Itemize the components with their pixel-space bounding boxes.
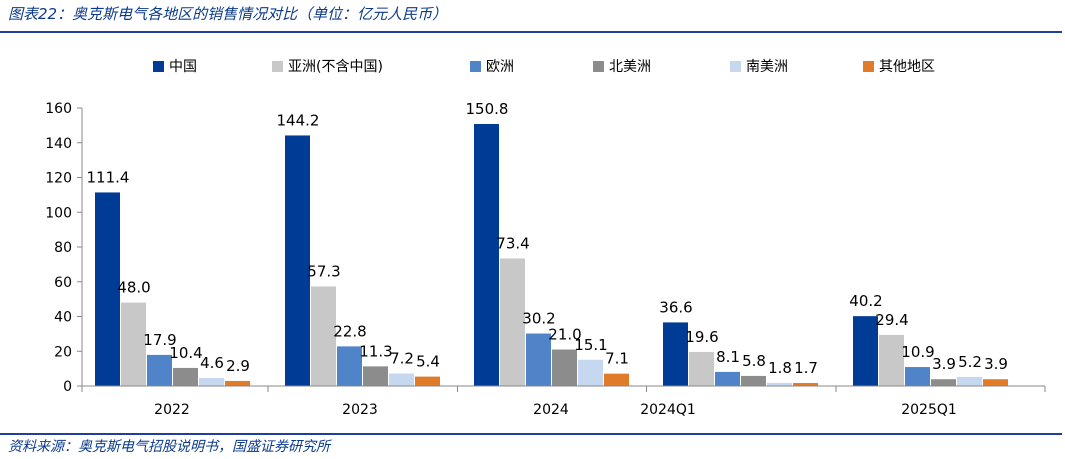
bar (689, 351, 714, 386)
bar (983, 379, 1008, 386)
y-tick-label: 140 (45, 136, 72, 152)
y-tick-label: 20 (54, 344, 72, 360)
y-tick-label: 120 (45, 171, 72, 187)
bar (285, 135, 310, 386)
x-tick-label: 2024 (533, 402, 569, 418)
source-divider (0, 433, 1062, 435)
legend-swatch-2 (470, 61, 481, 72)
data-label: 15.1 (574, 336, 607, 354)
data-label: 48.0 (117, 279, 150, 297)
data-label: 11.3 (359, 342, 392, 360)
y-tick-label: 100 (45, 205, 72, 221)
data-label: 36.6 (659, 298, 692, 316)
legend-label-1: 亚洲(不含中国) (288, 59, 383, 75)
bar (741, 375, 766, 386)
bar (552, 349, 577, 386)
bar (363, 366, 388, 386)
data-label: 2.9 (226, 357, 250, 375)
title-divider (0, 31, 1062, 33)
legend-swatch-0 (153, 61, 164, 72)
bar (474, 123, 499, 387)
data-label: 3.9 (932, 355, 956, 373)
legend-swatch-4 (730, 61, 741, 72)
source-note: 资料来源：奥克斯电气招股说明书，国盛证券研究所 (8, 439, 330, 455)
bar (853, 316, 878, 386)
bar (311, 286, 336, 386)
bar (879, 334, 904, 386)
legend-label-4: 南美洲 (746, 59, 788, 75)
data-label: 29.4 (875, 311, 908, 329)
x-tick-label: 2025Q1 (901, 402, 957, 418)
data-label: 10.9 (901, 343, 934, 361)
bar (500, 258, 525, 386)
bar (121, 302, 146, 386)
data-label: 21.0 (548, 326, 581, 344)
bar (415, 376, 440, 386)
y-tick-label: 40 (54, 310, 72, 326)
data-label: 22.8 (333, 322, 366, 340)
data-label: 1.7 (794, 359, 818, 377)
y-tick-label: 60 (54, 275, 72, 291)
bar (225, 380, 250, 386)
y-tick-label: 80 (54, 240, 72, 256)
data-label: 8.1 (716, 348, 740, 366)
data-label: 1.8 (768, 359, 792, 377)
data-label: 73.4 (496, 234, 529, 252)
legend-swatch-1 (272, 61, 283, 72)
bar (389, 373, 414, 386)
data-label: 144.2 (277, 111, 320, 129)
bar (957, 376, 982, 386)
data-label: 111.4 (87, 168, 130, 186)
bar (526, 333, 551, 386)
data-label: 3.9 (984, 355, 1008, 373)
legend-label-2: 欧洲 (486, 59, 514, 75)
data-label: 10.4 (169, 344, 202, 362)
x-tick-label: 2023 (342, 402, 378, 418)
y-axis: 0 20 40 60 80 100 120 140 160 (45, 101, 83, 395)
bar (147, 354, 172, 386)
bar (199, 378, 224, 386)
bar (337, 346, 362, 386)
data-label: 7.1 (605, 350, 629, 368)
data-label: 17.9 (143, 331, 176, 349)
y-tick-label: 160 (45, 101, 72, 117)
x-tick-label: 2024Q1 (640, 402, 696, 418)
x-axis: 2022 2023 2024 2024Q1 2025Q1 (81, 385, 1046, 418)
x-tick-label: 2022 (154, 402, 190, 418)
data-label: 30.2 (522, 310, 555, 328)
bar (715, 371, 740, 386)
chart-title: 图表22：奥克斯电气各地区的销售情况对比（单位：亿元人民币） (8, 5, 448, 23)
bar (663, 322, 688, 386)
y-tick-label: 0 (63, 379, 72, 395)
data-label: 57.3 (307, 262, 340, 280)
bar (767, 382, 792, 386)
data-label: 19.6 (685, 328, 718, 346)
data-label: 150.8 (466, 100, 509, 118)
data-label: 5.8 (742, 352, 766, 370)
bar (793, 383, 818, 386)
data-label: 4.6 (200, 354, 224, 372)
legend-swatch-3 (593, 61, 604, 72)
bar (931, 379, 956, 386)
data-label: 5.4 (416, 353, 440, 371)
legend: 中国 亚洲(不含中国) 欧洲 北美洲 南美洲 其他地区 (153, 59, 935, 75)
data-label: 5.2 (958, 353, 982, 371)
data-label: 7.2 (390, 349, 414, 367)
bars (95, 123, 1008, 387)
bar (905, 367, 930, 386)
legend-swatch-5 (863, 61, 874, 72)
data-labels: 111.4 48.0 17.910.44.6 2.9 144.2 57.3 22.8 11.3… (87, 100, 1008, 377)
legend-label-3: 北美洲 (609, 59, 651, 75)
bar-chart: 中国 亚洲(不含中国) 欧洲 北美洲 南美洲 其他地区 0 20 40 60 80 100 120 14… (45, 59, 1046, 418)
data-label: 40.2 (849, 292, 882, 310)
bar (173, 367, 198, 386)
bar (578, 359, 603, 386)
legend-label-0: 中国 (169, 59, 197, 75)
legend-label-5: 其他地区 (879, 59, 935, 75)
bar (604, 373, 629, 386)
bar (95, 192, 120, 386)
